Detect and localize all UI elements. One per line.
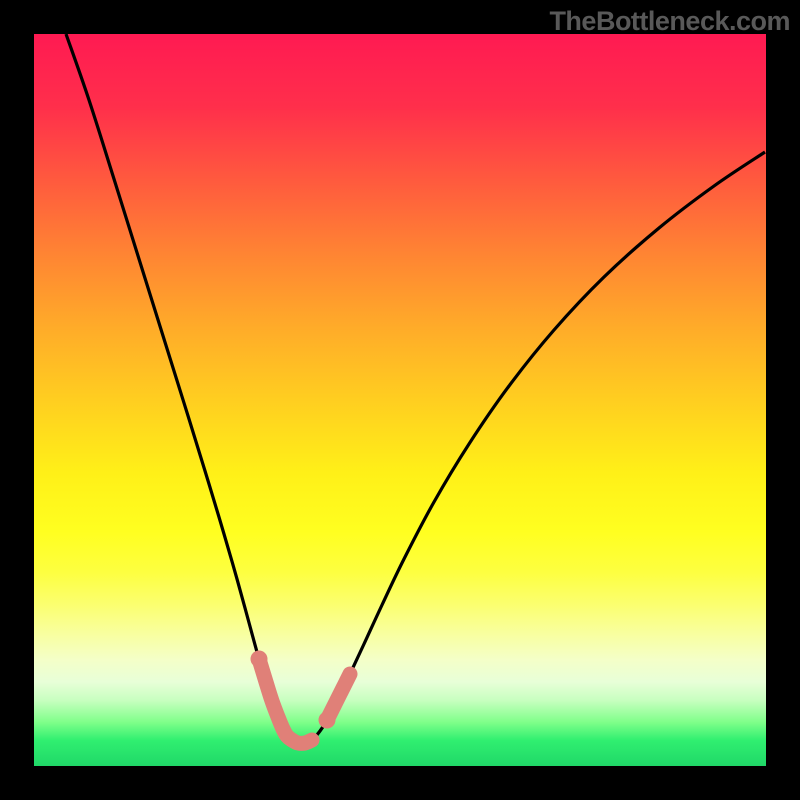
bottleneck-curve [66,34,765,744]
accent-highlight [251,651,351,744]
chart-frame: TheBottleneck.com [0,0,800,800]
watermark-text: TheBottleneck.com [549,6,790,37]
plot-area [34,34,766,766]
accent-dot [319,712,336,729]
accent-dot [251,651,268,668]
curve-layer [34,34,766,766]
accent-segment [259,659,312,743]
